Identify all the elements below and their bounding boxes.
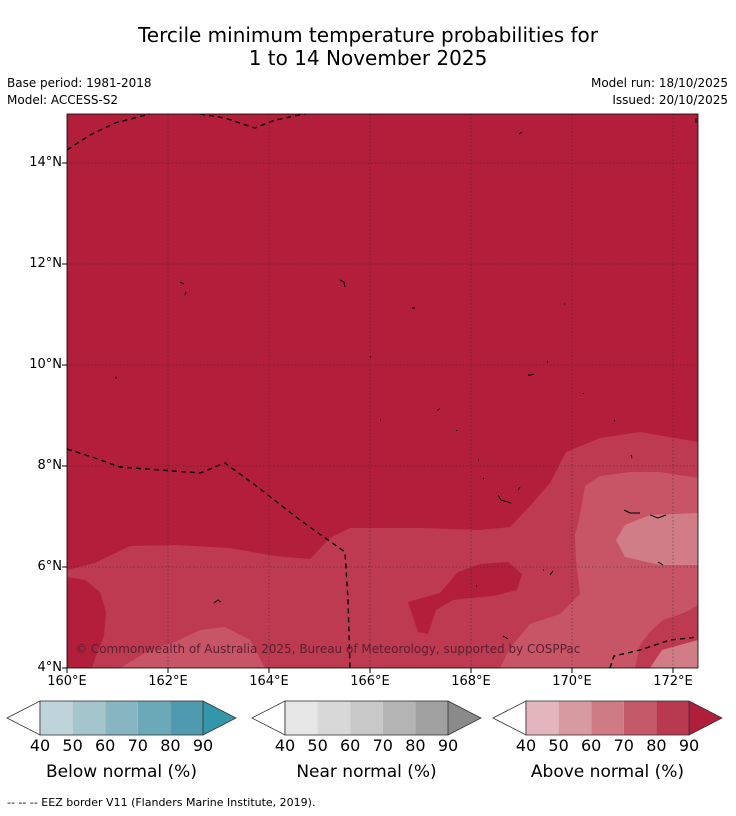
cb-near-tick: 80 xyxy=(405,736,426,755)
cb-above-tick: 40 xyxy=(515,736,537,755)
lon-label-164e: 164°E xyxy=(249,674,289,689)
map-frame xyxy=(66,113,699,669)
cb-near-under xyxy=(251,700,286,736)
cb-above-tick: 80 xyxy=(646,736,667,755)
cb-below-under xyxy=(6,700,41,736)
cb-above-tick: 90 xyxy=(678,736,700,755)
axis-ticks xyxy=(62,162,674,673)
cb-below-tick: 40 xyxy=(29,736,51,755)
cb-near-seg xyxy=(415,701,448,735)
colorbar-below-normal xyxy=(6,700,237,736)
lon-label-162e: 162°E xyxy=(148,674,188,689)
gridlines xyxy=(67,114,698,668)
cb-near-tick: 70 xyxy=(372,736,393,755)
cb-above-tick: 60 xyxy=(581,736,602,755)
cb-below-title: Below normal (%) xyxy=(46,762,197,782)
map-title-line2: 1 to 14 November 2025 xyxy=(248,46,488,70)
cb-near-seg xyxy=(382,701,416,735)
lon-label-160e: 160°E xyxy=(47,674,87,689)
lon-label-166e: 166°E xyxy=(350,674,390,689)
eez-borders xyxy=(67,114,698,668)
cb-below-seg xyxy=(40,701,73,735)
lat-label-14n: 14°N xyxy=(29,155,62,170)
island-markers xyxy=(114,118,697,640)
lat-label-4n: 4°N xyxy=(37,660,63,675)
cb-above-seg xyxy=(656,701,689,735)
cb-below-seg xyxy=(72,701,106,735)
cb-below-over xyxy=(203,701,236,735)
cb-above-seg xyxy=(623,701,657,735)
lon-label-168e: 168°E xyxy=(451,674,491,689)
above-70-region-sw xyxy=(120,627,265,668)
cb-above-over xyxy=(689,701,722,735)
above-60-region-se xyxy=(650,640,698,668)
above-80-region xyxy=(67,432,698,668)
lat-label-8n: 8°N xyxy=(37,458,63,473)
cb-below-tick: 90 xyxy=(192,736,214,755)
issued-date: Issued: 20/10/2025 xyxy=(612,93,728,107)
copyright-notice: © Commonwealth of Australia 2025, Bureau… xyxy=(75,642,581,656)
cb-above-tick: 50 xyxy=(548,736,569,755)
above-60-region xyxy=(616,513,698,565)
above-90-pocket-south xyxy=(408,562,522,634)
cb-below-seg xyxy=(105,701,138,735)
model-run: Model run: 18/10/2025 xyxy=(590,76,728,90)
cb-above-under xyxy=(492,700,527,736)
cb-above-tick: 70 xyxy=(613,736,634,755)
cb-near-tick: 90 xyxy=(437,736,459,755)
lat-label-10n: 10°N xyxy=(29,357,62,372)
cb-near-over xyxy=(448,701,481,735)
lon-label-172e: 172°E xyxy=(653,674,693,689)
cb-below-tick: 70 xyxy=(127,736,148,755)
cb-near-tick: 50 xyxy=(307,736,328,755)
cb-below-seg xyxy=(137,701,171,735)
cb-near-title: Near normal (%) xyxy=(296,762,437,782)
map-title-line1: Tercile minimum temperature probabilitie… xyxy=(137,23,599,47)
above-90-pocket-west xyxy=(67,577,106,668)
eez-legend-note: -- -- -- EEZ border V11 (Flanders Marine… xyxy=(7,796,316,809)
model-name: Model: ACCESS-S2 xyxy=(7,93,119,107)
lat-label-6n: 6°N xyxy=(37,559,63,574)
base-period: Base period: 1981-2018 xyxy=(7,76,152,90)
cb-near-tick: 60 xyxy=(340,736,361,755)
colorbar-above-normal xyxy=(492,700,723,736)
colorbar-near-normal xyxy=(251,700,482,736)
cb-above-title: Above normal (%) xyxy=(530,762,685,782)
cb-above-seg xyxy=(526,701,559,735)
cb-near-tick: 40 xyxy=(274,736,296,755)
lon-label-170e: 170°E xyxy=(552,674,592,689)
lat-label-12n: 12°N xyxy=(29,256,62,271)
probability-field xyxy=(67,114,698,668)
cb-below-tick: 80 xyxy=(160,736,181,755)
cb-near-seg xyxy=(285,701,318,735)
cb-near-seg xyxy=(350,701,383,735)
cb-below-tick: 60 xyxy=(95,736,116,755)
cb-near-seg xyxy=(317,701,351,735)
cb-below-tick: 50 xyxy=(62,736,83,755)
cb-above-seg xyxy=(591,701,624,735)
cb-below-seg xyxy=(170,701,203,735)
cb-above-seg xyxy=(558,701,592,735)
